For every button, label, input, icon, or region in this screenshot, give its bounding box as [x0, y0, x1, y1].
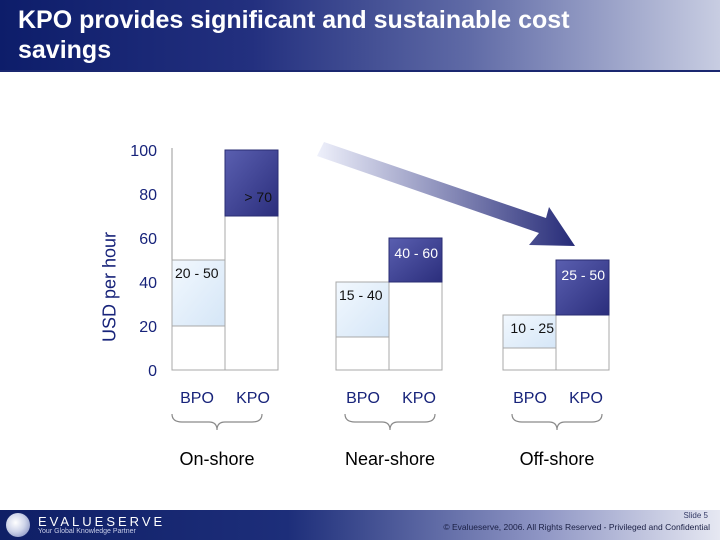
- y-tick-label: 40: [139, 275, 157, 292]
- slide-title: KPO provides significant and sustainable…: [18, 6, 570, 64]
- category-label: BPO: [180, 390, 214, 407]
- data-label: 40 - 60: [394, 245, 438, 261]
- title-bar: [0, 0, 720, 70]
- group-label: Near-shore: [345, 449, 435, 469]
- category-label: KPO: [402, 390, 436, 407]
- group-label: On-shore: [179, 449, 254, 469]
- title-divider: [0, 70, 720, 72]
- bar-range: [555, 259, 610, 316]
- copyright-notice: © Evalueserve, 2006. All Rights Reserved…: [443, 522, 710, 532]
- data-label: 15 - 40: [339, 287, 383, 303]
- data-label: 10 - 25: [510, 320, 554, 336]
- category-label: BPO: [513, 390, 547, 407]
- bar-range: [171, 259, 226, 327]
- group-brace: [511, 413, 603, 431]
- brand-name: EVALUESERVE: [38, 514, 166, 529]
- group-brace: [171, 413, 263, 431]
- globe-logo-icon: [6, 513, 30, 537]
- brand-tagline: Your Global Knowledge Partner: [38, 528, 136, 535]
- y-tick-label: 100: [130, 143, 157, 160]
- bar-range: [388, 237, 443, 283]
- data-label: > 70: [244, 189, 272, 205]
- y-tick-label: 80: [139, 187, 157, 204]
- bar-range: [502, 314, 557, 349]
- bar-range: [224, 149, 279, 217]
- y-axis-title: USD per hour: [99, 231, 120, 343]
- footer-bar: [0, 510, 720, 540]
- cost-chart: 0 20 40 60 80 100 20 - 50 BPO > 70 KPO On-shore 15 …: [130, 142, 610, 469]
- slide-number: Slide 5: [683, 511, 708, 520]
- data-label: 20 - 50: [175, 265, 219, 281]
- y-tick-label: 60: [139, 231, 157, 248]
- y-tick-label: 0: [148, 363, 157, 380]
- group-brace: [344, 413, 436, 431]
- bar-range: [335, 281, 390, 338]
- category-label: KPO: [236, 390, 270, 407]
- category-label: BPO: [346, 390, 380, 407]
- category-label: KPO: [569, 390, 603, 407]
- data-label: 25 - 50: [561, 267, 605, 283]
- y-tick-label: 20: [139, 319, 157, 336]
- group-label: Off-shore: [520, 449, 595, 469]
- trend-arrow-icon: [317, 142, 575, 246]
